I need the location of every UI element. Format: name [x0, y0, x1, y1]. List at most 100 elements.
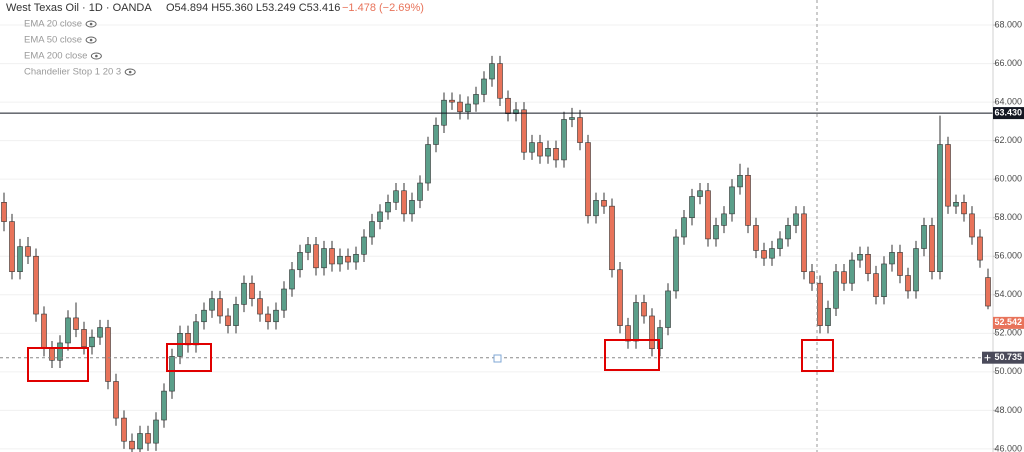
candle-body [41, 313, 47, 350]
candle-body [825, 307, 831, 326]
candle-body [137, 433, 143, 450]
visibility-icon-pupil [128, 70, 132, 74]
header: West Texas Oil · 1D · OANDA O54.894 H55.… [6, 2, 424, 78]
candle-body [873, 273, 879, 298]
candle-body [297, 252, 303, 271]
candle-body [49, 348, 55, 361]
highlight-box [166, 343, 212, 372]
candle-body [585, 142, 591, 217]
add-icon [984, 354, 991, 361]
candle-body [529, 142, 535, 153]
candle-body [345, 255, 351, 263]
y-tick-label: 60.000 [994, 174, 1022, 184]
y-tick-label: 66.000 [994, 58, 1022, 68]
annotation-boxes [27, 339, 834, 382]
candle-body [713, 225, 719, 240]
y-tick-label: 62.000 [994, 135, 1022, 145]
line-handle[interactable] [493, 354, 502, 363]
price-tag-label: 63.430 [994, 107, 1022, 117]
candle-body [569, 117, 575, 120]
candle-body [385, 202, 391, 213]
candle-body [273, 309, 279, 323]
candle-body [497, 63, 503, 99]
candle-body [81, 329, 87, 348]
y-tick-label: 46.000 [994, 443, 1022, 452]
candle-body [145, 433, 151, 444]
candle-body [409, 200, 415, 215]
candle-body [193, 321, 199, 346]
candle-body [561, 119, 567, 161]
candle-body [113, 381, 119, 419]
candle-body [417, 182, 423, 201]
candle-body [449, 99, 455, 103]
candles [1, 55, 991, 452]
candle-body [609, 205, 615, 271]
candle-body [665, 290, 671, 328]
candle-body [289, 269, 295, 290]
candle-body [977, 236, 983, 261]
indicator-legend: EMA 20 close EMA 50 close EMA 200 close Cha… [24, 19, 136, 78]
candle-body [425, 144, 431, 184]
candle-body [257, 298, 263, 315]
y-tick-label: 48.000 [994, 405, 1022, 415]
price-tag [993, 316, 1024, 329]
candle-body [649, 315, 655, 350]
candle-body [65, 317, 71, 344]
y-tick-label: 50.000 [994, 366, 1022, 376]
price-tag-label: 50.735 [994, 352, 1022, 362]
change: −1.478 (−2.69%) [342, 2, 424, 14]
candle-body [889, 252, 895, 265]
candle-body [9, 221, 15, 272]
candle-body [217, 298, 223, 317]
candle-body [105, 327, 111, 382]
candle-body [745, 175, 751, 226]
candle-body [865, 254, 871, 274]
candle-body [817, 282, 823, 326]
price-tag [993, 107, 1024, 120]
candle-body [281, 288, 287, 311]
candle-body [521, 109, 527, 153]
candle-body [841, 271, 847, 284]
candle-body [553, 148, 559, 161]
candle-body [785, 225, 791, 240]
highlight-box [801, 339, 834, 372]
candle-body [225, 315, 231, 326]
visibility-icon[interactable] [90, 52, 102, 60]
candle-body [673, 236, 679, 292]
candle-body [697, 190, 703, 197]
price-levels [0, 112, 993, 359]
candle-body [625, 325, 631, 342]
candle-body [953, 202, 959, 207]
candle-body [897, 252, 903, 276]
visibility-icon[interactable] [124, 68, 136, 76]
candle-body [641, 302, 647, 317]
candle-body [73, 317, 79, 330]
grid [0, 24, 993, 450]
candle-body [769, 248, 775, 259]
indicator-name: EMA 200 close [24, 51, 87, 62]
candle-body [809, 271, 815, 284]
highlight-box [604, 339, 660, 371]
candle-body [577, 117, 583, 143]
y-tick-label: 64.000 [994, 96, 1022, 106]
candle-body [305, 244, 311, 253]
y-tick-label: 54.000 [994, 289, 1022, 299]
candle-body [929, 225, 935, 272]
y-tick-label: 56.000 [994, 251, 1022, 261]
candle-body [937, 144, 943, 272]
symbol: West Texas Oil · 1D · OANDA [6, 2, 152, 14]
visibility-icon[interactable] [85, 20, 97, 28]
candle-body [201, 309, 207, 323]
candle-body [25, 246, 31, 257]
candle-body [985, 277, 991, 307]
candle-body [377, 211, 383, 222]
price-tag [993, 351, 1024, 364]
candle-body [457, 101, 463, 113]
candle-body [737, 175, 743, 188]
y-tick-label: 68.000 [994, 19, 1022, 29]
visibility-icon[interactable] [85, 36, 97, 44]
candle-body [633, 302, 639, 342]
candle-body [761, 250, 767, 259]
candle-body [753, 225, 759, 251]
candle-body [369, 221, 375, 238]
